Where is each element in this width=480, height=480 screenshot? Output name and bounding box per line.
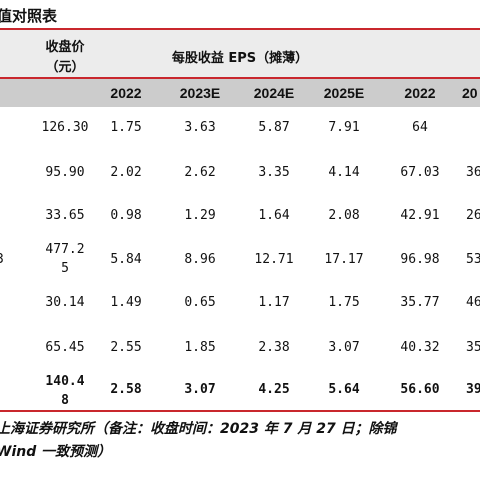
cell-eps: 12.71 — [254, 252, 294, 267]
cell-pe: 35.77 — [400, 295, 440, 310]
cell-pe: 40.32 — [400, 340, 440, 355]
cell-eps: 3.35 — [258, 165, 290, 180]
cell-eps: 4.14 — [328, 165, 360, 180]
cell-eps: 5.84 — [110, 252, 142, 267]
cell-eps: 0.65 — [184, 295, 216, 310]
cell-eps: 2.58 — [110, 382, 142, 397]
header-close-price: 收盘价 — [45, 40, 85, 55]
source-note-line2: Wind 一致预测） — [0, 444, 112, 460]
cell-close: 477.2 5 — [45, 242, 85, 276]
header-eps-group: 每股收益 EPS（摊薄） — [171, 51, 309, 66]
cell-eps: 8.96 — [184, 252, 216, 267]
cell-eps: 3.07 — [184, 382, 216, 397]
cell-pe: 42.91 — [400, 208, 440, 223]
cell-eps: 5.64 — [328, 382, 360, 397]
cell-eps: 2.02 — [110, 165, 142, 180]
cell-stub: 3 — [0, 252, 10, 267]
table-header-years — [0, 79, 480, 107]
cell-eps: 5.87 — [258, 120, 290, 135]
cell-eps: 2.38 — [258, 340, 290, 355]
header-year: 2024E — [253, 85, 295, 101]
cell-pe: 36 — [466, 165, 480, 180]
cell-eps: 4.25 — [258, 382, 290, 397]
cell-pe: 96.98 — [400, 252, 440, 267]
cell-pe: 35 — [466, 340, 480, 355]
table-bottom-rule — [0, 410, 480, 412]
cell-eps: 0.98 — [110, 208, 142, 223]
cell-pe: 67.03 — [400, 165, 440, 180]
cell-close: 95.90 — [45, 165, 85, 180]
header-year: 20 — [462, 85, 478, 101]
cell-close: 126.30 — [41, 120, 89, 135]
header-year: 2022 — [404, 85, 436, 101]
cell-eps: 1.85 — [184, 340, 216, 355]
cell-pe: 53 — [466, 252, 480, 267]
cell-pe: 46 — [466, 295, 480, 310]
cell-close: 65.45 — [45, 340, 85, 355]
cell-eps: 2.62 — [184, 165, 216, 180]
table-header-group — [0, 30, 480, 78]
cell-pe: 64 — [412, 120, 428, 135]
cell-eps: 1.75 — [328, 295, 360, 310]
header-close-unit: （元） — [45, 60, 85, 75]
cell-eps: 1.49 — [110, 295, 142, 310]
header-year: 2025E — [323, 85, 365, 101]
cell-close: 140.4 8 — [45, 374, 85, 408]
cell-eps: 2.55 — [110, 340, 142, 355]
header-year: 2023E — [179, 85, 221, 101]
header-year: 2022 — [110, 85, 142, 101]
cell-eps: 1.29 — [184, 208, 216, 223]
cell-eps: 1.17 — [258, 295, 290, 310]
header-divider-rule — [0, 77, 480, 79]
cell-pe: 39 — [466, 382, 480, 397]
cell-eps: 1.75 — [110, 120, 142, 135]
cell-eps: 3.07 — [328, 340, 360, 355]
cell-eps: 2.08 — [328, 208, 360, 223]
cell-close: 33.65 — [45, 208, 85, 223]
cell-pe: 26 — [466, 208, 480, 223]
cell-eps: 7.91 — [328, 120, 360, 135]
cell-eps: 3.63 — [184, 120, 216, 135]
cell-eps: 1.64 — [258, 208, 290, 223]
page-title: 值对照表 — [0, 7, 58, 25]
cell-close: 30.14 — [45, 295, 85, 310]
cell-eps: 17.17 — [324, 252, 364, 267]
table-top-rule — [0, 28, 480, 30]
source-note: 上海证券研究所（备注：收盘时间：2023 年 7 月 27 日；除锦 — [0, 421, 397, 437]
cell-pe: 56.60 — [400, 382, 440, 397]
